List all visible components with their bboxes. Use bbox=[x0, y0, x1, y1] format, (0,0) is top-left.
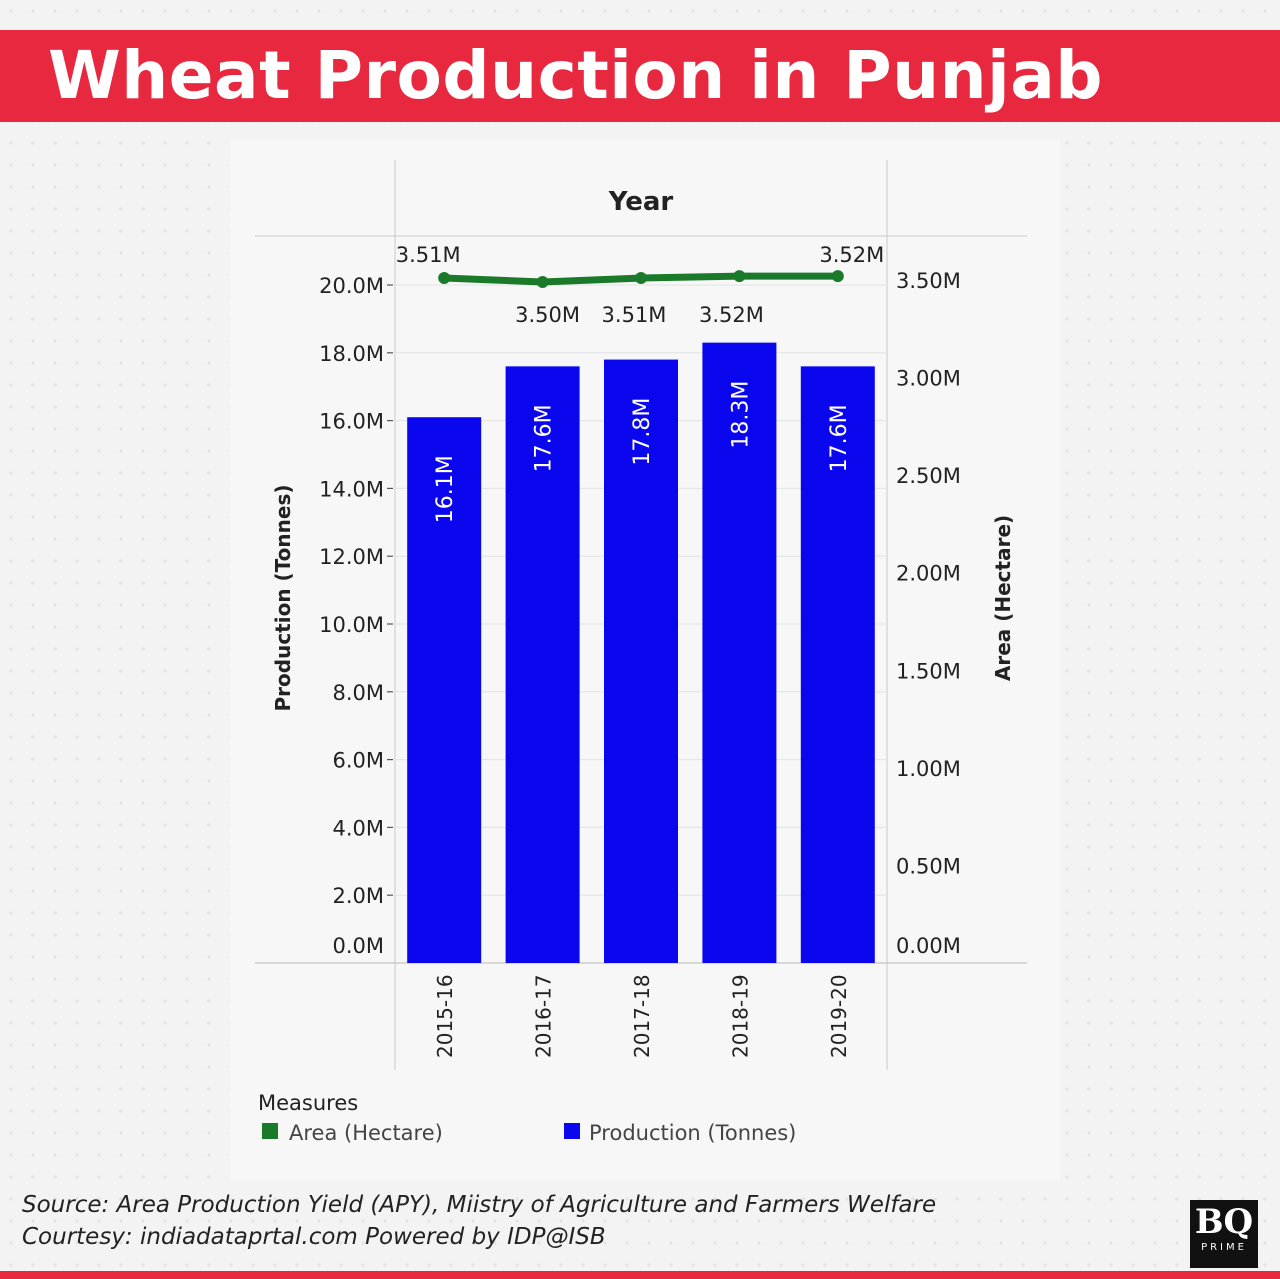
category-label: 2019-20 bbox=[827, 974, 851, 1058]
production-bar bbox=[702, 342, 777, 963]
logo-mark: BQ bbox=[1194, 1202, 1254, 1242]
left-tick-label: 2.0M bbox=[332, 884, 384, 908]
production-bar-label: 18.3M bbox=[728, 381, 753, 449]
production-bar bbox=[407, 417, 482, 964]
left-tick-label: 12.0M bbox=[319, 545, 384, 569]
area-point-label: 3.50M bbox=[515, 303, 580, 327]
legend-production-swatch bbox=[564, 1123, 580, 1139]
right-tick-label: 3.50M bbox=[896, 269, 961, 293]
left-tick-label: 20.0M bbox=[319, 274, 384, 298]
legend-area-label: Area (Hectare) bbox=[289, 1121, 443, 1145]
right-tick-label: 1.00M bbox=[896, 757, 961, 781]
area-point-label: 3.51M bbox=[602, 303, 667, 327]
production-bar-label: 17.8M bbox=[630, 398, 655, 466]
left-axis-title: Production (Tonnes) bbox=[271, 485, 295, 712]
category-label: 2016-17 bbox=[532, 974, 556, 1058]
left-tick-label: 14.0M bbox=[319, 477, 384, 501]
production-bar-label: 17.6M bbox=[827, 404, 852, 472]
left-tick-label: 16.0M bbox=[319, 410, 384, 434]
area-point-label: 3.52M bbox=[699, 303, 764, 327]
legend-area-swatch bbox=[262, 1123, 278, 1139]
category-label: 2015-16 bbox=[433, 974, 457, 1058]
bottom-accent-bar bbox=[0, 1271, 1280, 1279]
source-text: Source: Area Production Yield (APY), Mii… bbox=[22, 1192, 937, 1218]
left-tick-label: 6.0M bbox=[332, 749, 384, 773]
area-point bbox=[438, 272, 451, 285]
production-bar bbox=[800, 366, 875, 963]
bq-prime-logo: BQ PRIME bbox=[1190, 1200, 1258, 1268]
courtesy-text: Courtesy: indiadataprtal.com Powered by … bbox=[22, 1224, 606, 1250]
column-header: Year bbox=[608, 187, 674, 217]
right-tick-label: 0.50M bbox=[896, 854, 961, 878]
right-tick-label: 3.00M bbox=[896, 367, 961, 391]
left-tick-label: 0.0M bbox=[332, 934, 384, 958]
legend-production-label: Production (Tonnes) bbox=[589, 1121, 796, 1145]
legend-title: Measures bbox=[258, 1091, 358, 1115]
category-label: 2018-19 bbox=[728, 974, 752, 1058]
area-point-label: 3.51M bbox=[396, 243, 461, 267]
left-tick-label: 10.0M bbox=[319, 613, 384, 637]
left-tick-label: 8.0M bbox=[332, 681, 384, 705]
right-tick-label: 1.50M bbox=[896, 659, 961, 683]
right-axis-title: Area (Hectare) bbox=[991, 515, 1015, 681]
production-bar bbox=[604, 359, 678, 964]
left-tick-label: 4.0M bbox=[332, 816, 384, 840]
page-title: Wheat Production in Punjab bbox=[48, 37, 1104, 114]
area-point bbox=[536, 276, 549, 288]
production-bar bbox=[505, 366, 580, 963]
category-label: 2017-18 bbox=[630, 974, 654, 1058]
left-tick-label: 18.0M bbox=[319, 342, 384, 366]
area-point-label: 3.52M bbox=[819, 243, 884, 267]
title-banner: Wheat Production in Punjab bbox=[0, 30, 1280, 122]
production-bar-label: 17.6M bbox=[532, 404, 557, 472]
right-tick-label: 0.00M bbox=[896, 934, 961, 958]
right-tick-label: 2.50M bbox=[896, 464, 961, 488]
production-bar-label: 16.1M bbox=[433, 455, 458, 523]
right-tick-label: 2.00M bbox=[896, 562, 961, 586]
area-point bbox=[733, 270, 746, 283]
area-point bbox=[635, 272, 647, 285]
logo-sub: PRIME bbox=[1201, 1242, 1247, 1253]
area-point bbox=[831, 270, 844, 283]
